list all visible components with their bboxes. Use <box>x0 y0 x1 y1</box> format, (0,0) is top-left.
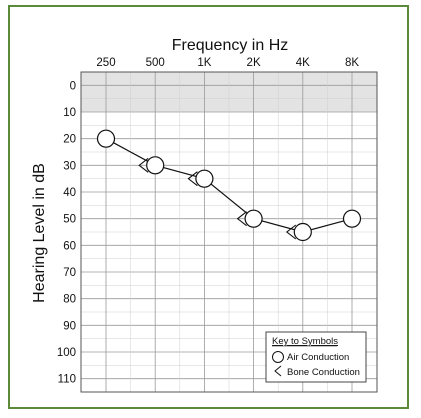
y-tick-label: 50 <box>63 214 76 226</box>
legend-circle-icon <box>272 351 284 363</box>
air-conduction-point <box>96 129 116 148</box>
legend-entry: Air Conduction <box>287 352 349 363</box>
legend-angle-icon <box>274 365 282 377</box>
y-tick-label: 80 <box>63 294 76 306</box>
air-conduction-point <box>244 209 263 228</box>
x-tick-label: 250 <box>96 57 115 69</box>
legend-title: Key to Symbols <box>272 336 338 347</box>
y-axis-title: Hearing Level in dB <box>31 163 48 303</box>
y-tick-label: 110 <box>58 374 76 386</box>
air-conduction-point <box>293 222 312 242</box>
x-axis-title: Frequency in Hz <box>172 37 289 54</box>
y-tick-label: 70 <box>63 267 76 279</box>
y-tick-label: 30 <box>63 160 76 172</box>
bone-conduction-point <box>138 157 149 173</box>
y-tick-label: 0 <box>70 80 76 92</box>
legend-entry: Bone Conduction <box>287 367 360 378</box>
y-tick-label: 40 <box>63 187 76 199</box>
x-tick-label: 8K <box>345 57 359 69</box>
x-tick-label: 500 <box>146 57 165 69</box>
bone-conduction-point <box>285 224 297 240</box>
bone-conduction-point <box>187 171 198 187</box>
air-conduction-point <box>146 156 165 175</box>
x-tick-label: 4K <box>296 57 310 69</box>
y-tick-label: 10 <box>63 107 76 119</box>
plot-border <box>80 71 378 393</box>
air-conduction-point <box>195 169 214 188</box>
bone-conduction-point <box>236 211 247 227</box>
y-tick-label: 20 <box>63 134 76 146</box>
x-tick-label: 2K <box>247 57 261 69</box>
x-tick-label: 1K <box>197 57 211 69</box>
y-tick-label: 60 <box>63 240 76 252</box>
plot-area: 0 10 20 30 40 50 60 70 80 90 100 110 250 500 1K 2K 4K 8K K… <box>57 57 378 393</box>
air-conduction-point <box>342 209 362 228</box>
y-tick-label: 90 <box>63 320 76 332</box>
y-tick-label: 100 <box>57 347 76 359</box>
